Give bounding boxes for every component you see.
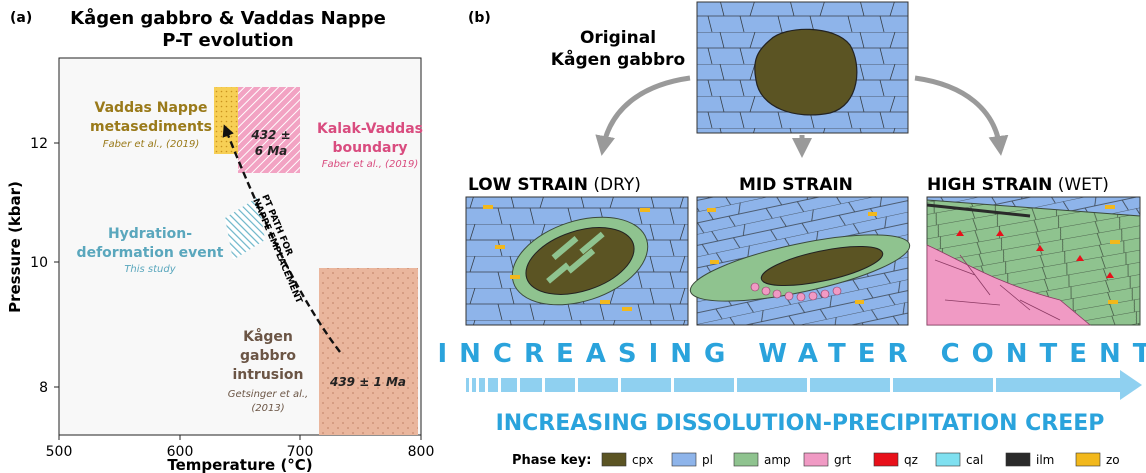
xtick-600: 600 xyxy=(167,444,194,460)
pt-path-arrow xyxy=(222,124,341,353)
original-gabbro-image xyxy=(696,1,909,134)
xtick-700: 700 xyxy=(287,444,314,460)
vaddas-ref: Faber et al., (2019) xyxy=(103,139,200,150)
kalak-ref: Faber et al., (2019) xyxy=(322,159,419,170)
phase-key: cpx pl amp grt qz cal ilm zo xyxy=(601,452,1120,467)
vaddas-label-line2: metasediments xyxy=(90,119,212,135)
phase-name-ilm: ilm xyxy=(1036,453,1054,467)
age-432-line1: 432 ± xyxy=(250,128,290,142)
phase-name-zo: zo xyxy=(1106,453,1120,467)
kalak-label-line1: Kalak-Vaddas xyxy=(317,121,423,137)
age-439: 439 ± 1 Ma xyxy=(329,375,406,389)
ytick-12: 12 xyxy=(30,136,48,152)
phase-swatch-qz xyxy=(873,452,899,467)
hydration-label-line1: Hydration- xyxy=(108,226,192,242)
ytick-8: 8 xyxy=(39,380,48,396)
water-content-label: INCREASING WATER CONTENT xyxy=(437,339,1146,369)
phase-name-qz: qz xyxy=(904,453,918,467)
panel-b-label: (b) xyxy=(468,10,491,26)
kagen-label-line3: intrusion xyxy=(232,367,303,383)
ytick-10: 10 xyxy=(30,255,48,271)
axis-ticks xyxy=(54,142,422,440)
kagen-label-line2: gabbro xyxy=(240,348,296,364)
creep-label: INCREASING DISSOLUTION-PRECIPITATION CRE… xyxy=(496,411,1105,436)
hydration-label-line2: deformation event xyxy=(77,245,224,261)
hydration-field xyxy=(225,197,265,260)
xtick-800: 800 xyxy=(408,444,435,460)
phase-swatch-cpx xyxy=(601,452,627,467)
low-strain-image xyxy=(465,196,689,326)
phase-name-pl: pl xyxy=(702,453,713,467)
phase-key-label: Phase key: xyxy=(512,453,591,468)
phase-swatch-cal xyxy=(935,452,961,467)
phase-name-cpx: cpx xyxy=(632,453,653,467)
kalak-label-line2: boundary xyxy=(332,140,407,156)
kagen-ref-line2: (2013) xyxy=(251,403,284,414)
phase-swatch-pl xyxy=(671,452,697,467)
phase-swatch-zo xyxy=(1075,452,1101,467)
original-label-line1: Original xyxy=(580,28,656,48)
vaddas-field xyxy=(214,87,238,154)
high-strain-image xyxy=(926,196,1141,326)
panel-a-title-line1: Kågen gabbro & Vaddas Nappe xyxy=(70,7,386,29)
y-axis-label: Pressure (kbar) xyxy=(6,181,24,313)
phase-name-grt: grt xyxy=(834,453,852,467)
mid-strain-heading: MID STRAIN xyxy=(739,175,853,195)
vaddas-label-line1: Vaddas Nappe xyxy=(95,100,208,116)
x-axis-label: Temperature (°C) xyxy=(167,456,312,473)
kagen-ref-line1: Getsinger et al., xyxy=(228,389,308,400)
panel-a-label: (a) xyxy=(10,10,32,26)
age-432-line2: 6 Ma xyxy=(255,144,288,158)
phase-swatch-grt xyxy=(803,452,829,467)
original-label-line2: Kågen gabbro xyxy=(551,48,685,70)
hydration-ref: This study xyxy=(124,264,176,275)
kagen-field xyxy=(319,268,418,435)
kagen-label-line1: Kågen xyxy=(243,328,293,345)
phase-swatch-ilm xyxy=(1005,452,1031,467)
kalak-field xyxy=(238,87,300,173)
high-strain-heading: HIGH STRAIN (WET) xyxy=(927,175,1109,195)
phase-name-amp: amp xyxy=(764,453,791,467)
strain-arrows xyxy=(595,75,1009,158)
low-strain-heading: LOW STRAIN (DRY) xyxy=(468,175,641,195)
panel-a-title-line2: P-T evolution xyxy=(162,30,294,51)
xtick-500: 500 xyxy=(46,444,73,460)
gradient-arrow xyxy=(466,370,1142,400)
phase-swatch-amp xyxy=(733,452,759,467)
phase-name-cal: cal xyxy=(966,453,983,467)
mid-strain-image xyxy=(689,196,911,326)
